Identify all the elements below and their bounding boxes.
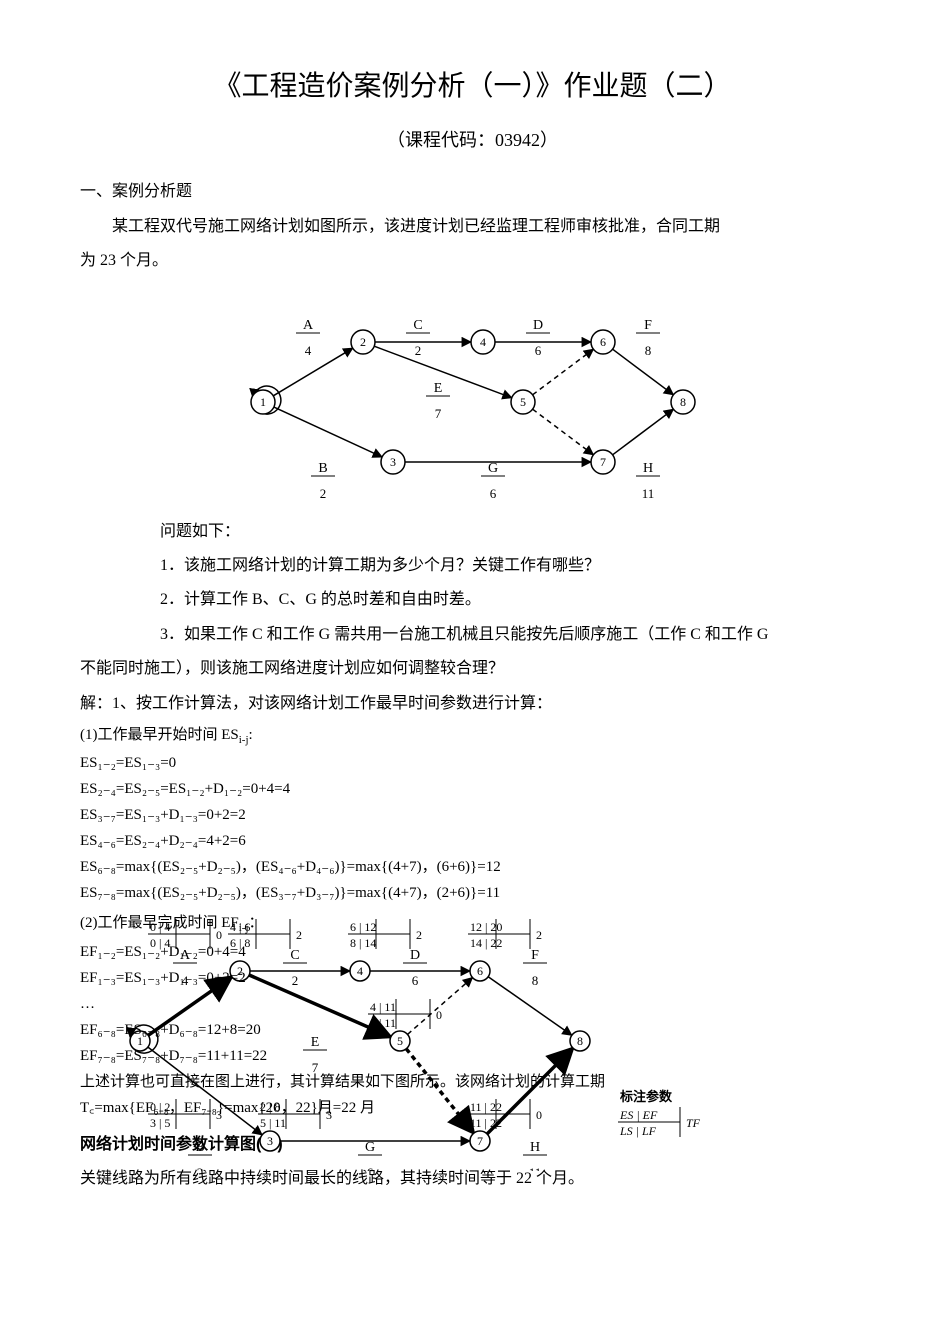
svg-text:11: 11 bbox=[641, 486, 654, 501]
equation-line: EF₇₋₈=ES₇₋₈+D₇₋₈=11+11=22 bbox=[80, 1044, 865, 1068]
svg-text:C: C bbox=[413, 318, 422, 333]
svg-text:G: G bbox=[487, 461, 497, 476]
svg-text:6: 6 bbox=[600, 335, 606, 349]
svg-text:5: 5 bbox=[520, 395, 526, 409]
svg-text:H: H bbox=[530, 1140, 540, 1155]
questions-intro: 问题如下： bbox=[160, 517, 865, 547]
svg-text:2: 2 bbox=[197, 1165, 204, 1171]
svg-text:B: B bbox=[195, 1140, 204, 1155]
equation-line: EF₆₋₈=ES₆₋₈+D₆₋₈=12+8=20 bbox=[80, 1018, 865, 1042]
svg-text:7: 7 bbox=[434, 406, 441, 421]
svg-text:2: 2 bbox=[360, 335, 366, 349]
question-3b: 不能同时施工），则该施工网络进度计划应如何调整较合理？ bbox=[80, 654, 865, 684]
overlay-region: A4C2D6F8E7B2G6H11123456780 | 40 | 404 | … bbox=[80, 911, 865, 1120]
svg-text:11: 11 bbox=[529, 1165, 542, 1171]
equation-line: ES₄₋₆=ES₂₋₄+D₂₋₄=4+2=6 bbox=[80, 829, 865, 853]
question-1: 1．该施工网络计划的计算工期为多少个月？关键工作有哪些？ bbox=[160, 551, 865, 581]
sol-1-label: (1)工作最早开始时间 ESi-j: bbox=[80, 723, 865, 750]
svg-text:H: H bbox=[642, 461, 652, 476]
intro-line-1: 某工程双代号施工网络计划如图所示，该进度计划已经监理工程师审核批准，合同工期 bbox=[80, 212, 865, 242]
intro-line-2: 为 23 个月。 bbox=[80, 246, 865, 276]
svg-text:4: 4 bbox=[480, 335, 486, 349]
section-heading: 一、案例分析题 bbox=[80, 177, 865, 207]
equation-line: EF₁₋₂=ES₁₋₂+D₁₋₂=0+4=4 bbox=[80, 940, 865, 964]
equation-line: ES₃₋₇=ES₁₋₃+D₁₋₃=0+2=2 bbox=[80, 803, 865, 827]
conclusion-1: 上述计算也可直接在图上进行，其计算结果如下图所示。该网络计划的计算工期 bbox=[80, 1070, 865, 1094]
svg-text:4: 4 bbox=[304, 343, 311, 358]
svg-text:6: 6 bbox=[534, 343, 541, 358]
svg-text:D: D bbox=[532, 318, 542, 333]
svg-text:2: 2 bbox=[414, 343, 421, 358]
question-3a: 3．如果工作 C 和工作 G 需共用一台施工机械且只能按先后顺序施工（工作 C … bbox=[160, 620, 865, 650]
svg-text:1: 1 bbox=[260, 395, 266, 409]
equation-line: ES₁₋₂=ES₁₋₃=0 bbox=[80, 751, 865, 775]
svg-text:8: 8 bbox=[644, 343, 651, 358]
svg-text:7: 7 bbox=[477, 1134, 483, 1148]
svg-text:8: 8 bbox=[680, 395, 686, 409]
svg-text:E: E bbox=[433, 381, 442, 396]
svg-text:7: 7 bbox=[600, 455, 606, 469]
course-code: （课程代码：03942） bbox=[80, 123, 865, 157]
conclusion-2: T꜀=max{EF₆₋₈，EF₇₋₈}=max{20，22}月=22 月 bbox=[80, 1096, 865, 1120]
equation-line: EF₁₋₃=ES₁₋₃+D₁₋₃=0+2=2 bbox=[80, 966, 865, 990]
svg-text:2: 2 bbox=[319, 486, 326, 501]
solution-head: 解：1、按工作计算法，对该网络计划工作最早时间参数进行计算： bbox=[80, 689, 865, 719]
svg-text:G: G bbox=[365, 1140, 375, 1155]
equation-line: ES₇₋₈=max{(ES₂₋₅+D₂₋₅)，(ES₃₋₇+D₃₋₇)}=max… bbox=[80, 881, 865, 905]
svg-text:LS | LF: LS | LF bbox=[619, 1124, 657, 1138]
sol-2-label: (2)工作最早完成时间 EFi-j： bbox=[80, 911, 865, 938]
svg-text:6: 6 bbox=[489, 486, 496, 501]
network-diagram-1: A4C2D6F8E7B2G6H1112345678 bbox=[193, 287, 753, 507]
equation-line: ES₂₋₄=ES₂₋₅=ES₁₋₂+D₁₋₂=0+4=4 bbox=[80, 777, 865, 801]
page-title: 《工程造价案例分析（一）》作业题（二） bbox=[80, 60, 865, 113]
svg-text:3: 3 bbox=[267, 1134, 273, 1148]
svg-text:6: 6 bbox=[367, 1165, 374, 1171]
svg-text:3: 3 bbox=[390, 455, 396, 469]
question-2: 2．计算工作 B、C、G 的总时差和自由时差。 bbox=[160, 585, 865, 615]
equation-line: … bbox=[80, 992, 865, 1016]
svg-text:B: B bbox=[318, 461, 327, 476]
svg-text:F: F bbox=[644, 318, 652, 333]
svg-text:A: A bbox=[302, 318, 313, 333]
equation-line: ES₆₋₈=max{(ES₂₋₅+D₂₋₅)，(ES₄₋₆+D₄₋₆)}=max… bbox=[80, 855, 865, 879]
